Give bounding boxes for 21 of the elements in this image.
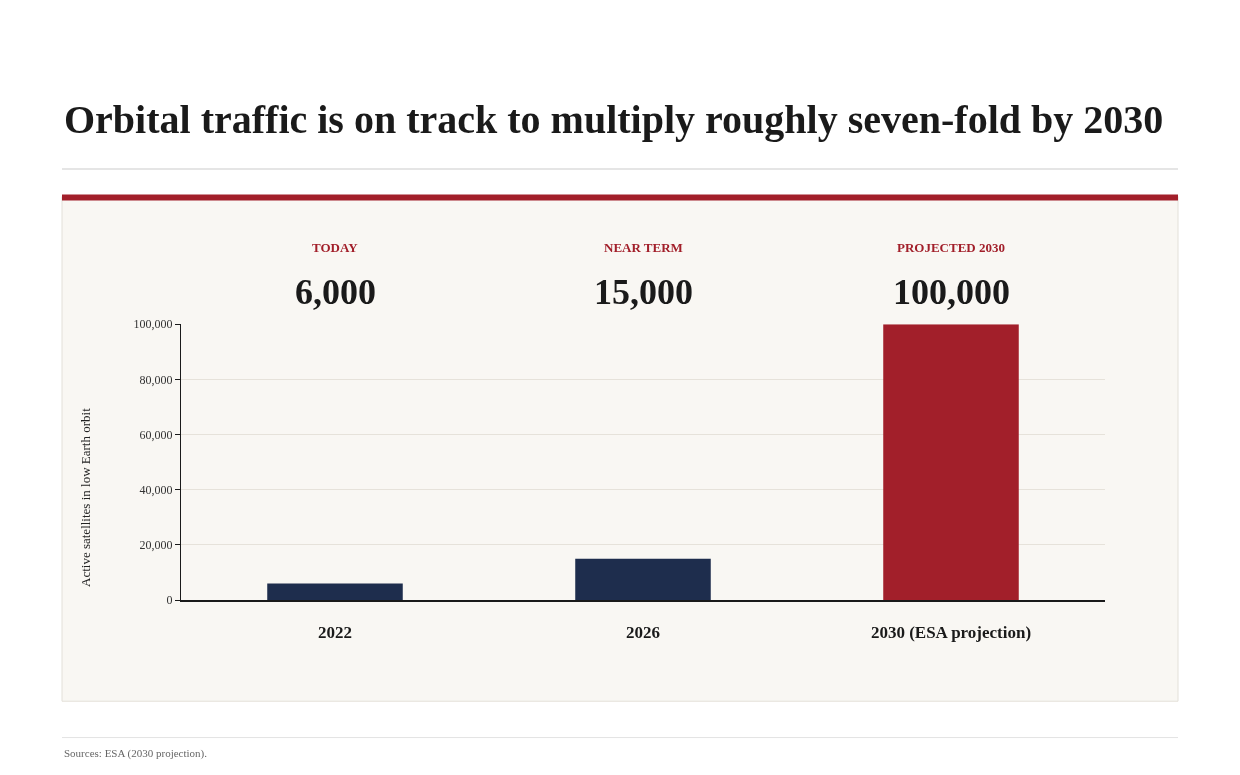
y-tick-label: 100,000 xyxy=(133,317,173,332)
text: NEAR TERM xyxy=(604,240,683,255)
y-tick-label: 40,000 xyxy=(139,482,173,497)
text: 15,000 xyxy=(594,272,693,312)
y-tick-label: 0 xyxy=(166,593,173,608)
text: 6,000 xyxy=(295,272,376,312)
text: PROJECTED 2030 xyxy=(897,240,1005,255)
chart-title: Orbital traffic is on track to multiply roughly seven-fold by 2030 xyxy=(64,97,1164,142)
y-tick-label: 20,000 xyxy=(139,538,173,553)
y-tick-label: 80,000 xyxy=(139,372,173,387)
y-axis-title: Active satellites in low Earth orbit xyxy=(78,407,94,587)
y-tick-label: 60,000 xyxy=(139,427,173,442)
text: TODAY xyxy=(312,240,359,255)
bar xyxy=(267,583,403,601)
x-tick-label: 2030 (ESA projection) xyxy=(870,623,1032,643)
text: 100,000 xyxy=(893,272,1010,312)
bar xyxy=(575,558,711,601)
x-tick-label: 2022 xyxy=(318,623,352,643)
bar xyxy=(883,324,1019,601)
x-tick-label: 2026 xyxy=(626,623,660,643)
source-note: Sources: ESA (2030 projection). xyxy=(64,747,208,760)
